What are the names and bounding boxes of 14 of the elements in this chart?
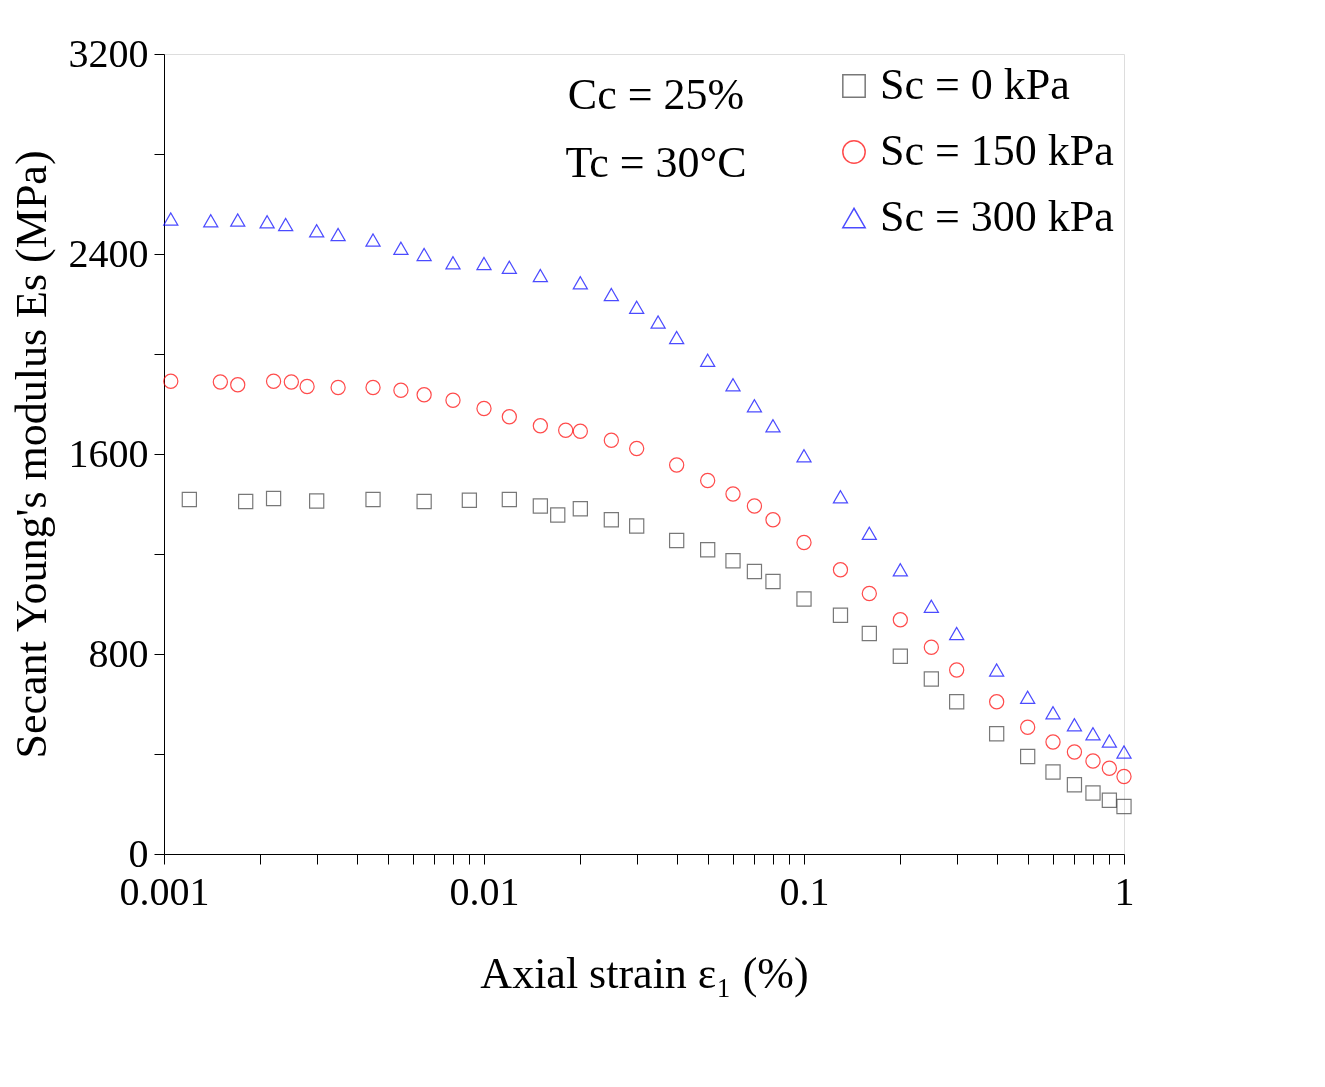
legend-label: Sc = 0 kPa <box>880 60 1070 109</box>
x-tick-label: 0.01 <box>449 868 520 914</box>
y-tick-label: 1600 <box>68 430 149 476</box>
y-tick-label: 2400 <box>68 230 149 276</box>
annotation: Tc = 30°C <box>565 138 747 187</box>
legend-label: Sc = 150 kPa <box>880 126 1114 175</box>
x-axis-title: Axial strain ε₁ (%) <box>480 948 809 998</box>
x-tick-label: 0.1 <box>779 868 830 914</box>
annotation: Cc = 25% <box>567 70 745 119</box>
y-axis-title: Secant Young's modulus Es (MPa) <box>6 150 56 759</box>
x-tick-label: 1 <box>1114 868 1135 914</box>
y-tick-label: 3200 <box>68 30 149 76</box>
legend-label: Sc = 300 kPa <box>880 192 1114 241</box>
y-tick-label: 800 <box>88 630 149 676</box>
